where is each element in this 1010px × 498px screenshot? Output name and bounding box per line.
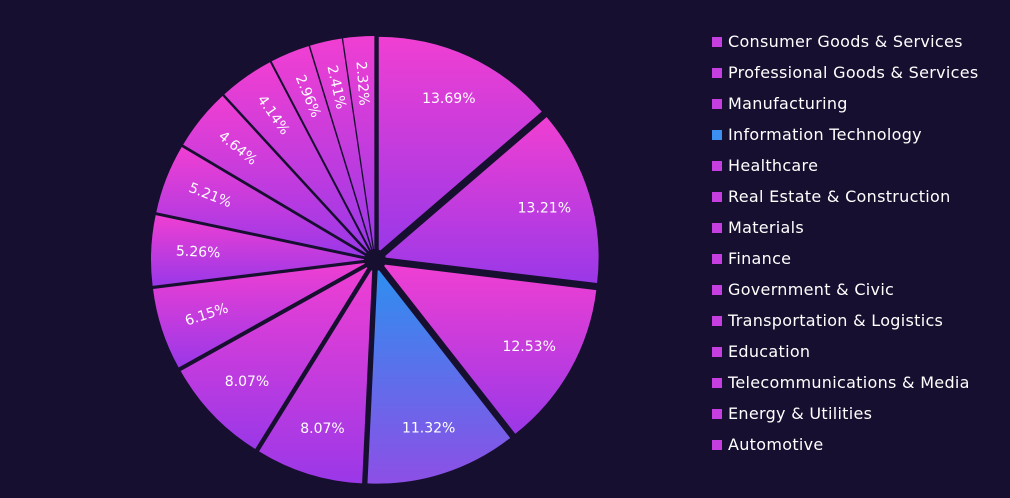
- legend-item-education[interactable]: Education: [712, 336, 979, 367]
- legend-swatch: [712, 439, 722, 450]
- pie-slice-finance[interactable]: [151, 215, 367, 286]
- pie-slice-telecommunications-and-media[interactable]: [271, 46, 372, 252]
- pie-slice-materials[interactable]: [153, 262, 367, 368]
- slice-label-finance: 5.26%: [176, 243, 221, 261]
- legend-item-consumer-goods-and-services[interactable]: Consumer Goods & Services: [712, 26, 979, 57]
- slice-label-real-estate-and-construction: 8.07%: [225, 374, 269, 390]
- legend-item-manufacturing[interactable]: Manufacturing: [712, 88, 979, 119]
- legend-label: Professional Goods & Services: [728, 63, 979, 82]
- legend-item-information-technology[interactable]: Information Technology: [712, 119, 979, 150]
- slice-label-consumer-goods-and-services: 13.69%: [422, 91, 475, 107]
- slice-label-professional-goods-and-services: 13.21%: [518, 200, 571, 216]
- legend-item-transportation-and-logistics[interactable]: Transportation & Logistics: [712, 305, 979, 336]
- pie-slice-consumer-goods-and-services[interactable]: [378, 36, 542, 252]
- pie-slice-automotive[interactable]: [343, 36, 375, 252]
- legend-item-professional-goods-and-services[interactable]: Professional Goods & Services: [712, 57, 979, 88]
- legend-swatch: [712, 346, 722, 357]
- pie-slice-energy-and-utilities[interactable]: [310, 38, 374, 252]
- legend-swatch: [712, 98, 722, 109]
- legend-swatch: [712, 253, 722, 264]
- legend-swatch: [712, 191, 722, 202]
- legend-label: Education: [728, 342, 811, 361]
- slice-label-healthcare: 8.07%: [300, 421, 344, 437]
- slice-label-manufacturing: 12.53%: [502, 339, 555, 355]
- legend-swatch: [712, 377, 722, 388]
- legend-label: Manufacturing: [728, 94, 848, 113]
- legend-label: Materials: [728, 218, 805, 237]
- legend-label: Finance: [728, 249, 792, 268]
- pie-slice-transportation-and-logistics[interactable]: [183, 96, 369, 255]
- legend-label: Consumer Goods & Services: [728, 32, 963, 51]
- legend-label: Energy & Utilities: [728, 404, 873, 423]
- legend-label: Transportation & Logistics: [728, 311, 944, 330]
- legend-item-real-estate-and-construction[interactable]: Real Estate & Construction: [712, 181, 979, 212]
- pie-slice-healthcare[interactable]: [259, 268, 373, 484]
- legend-swatch: [712, 222, 722, 233]
- legend-swatch: [712, 129, 722, 140]
- legend-label: Information Technology: [728, 125, 922, 144]
- pie-slice-education[interactable]: [224, 62, 370, 253]
- pie-slice-manufacturing[interactable]: [382, 264, 597, 434]
- legend-label: Automotive: [728, 435, 824, 454]
- legend-swatch: [712, 408, 722, 419]
- pie-center-hub: [364, 249, 386, 271]
- legend-label: Government & Civic: [728, 280, 895, 299]
- legend-item-finance[interactable]: Finance: [712, 243, 979, 274]
- slice-label-information-technology: 11.32%: [402, 421, 455, 437]
- legend-item-automotive[interactable]: Automotive: [712, 429, 979, 460]
- pie-slice-real-estate-and-construction[interactable]: [180, 266, 369, 449]
- pie-slice-information-technology[interactable]: [367, 268, 511, 484]
- pie-slice-professional-goods-and-services[interactable]: [383, 117, 599, 284]
- legend-label: Healthcare: [728, 156, 819, 175]
- legend-swatch: [712, 315, 722, 326]
- pie-slice-government-and-civic[interactable]: [156, 146, 367, 257]
- legend-item-materials[interactable]: Materials: [712, 212, 979, 243]
- legend-item-healthcare[interactable]: Healthcare: [712, 150, 979, 181]
- slice-label-automotive: 2.32%: [353, 61, 372, 107]
- legend-swatch: [712, 284, 722, 295]
- pie-slices: [151, 36, 599, 484]
- legend: Consumer Goods & Services Professional Go…: [712, 26, 979, 460]
- legend-item-telecommunications-and-media[interactable]: Telecommunications & Media: [712, 367, 979, 398]
- legend-swatch: [712, 160, 722, 171]
- legend-item-government-and-civic[interactable]: Government & Civic: [712, 274, 979, 305]
- legend-label: Telecommunications & Media: [728, 373, 970, 392]
- legend-label: Real Estate & Construction: [728, 187, 951, 206]
- legend-swatch: [712, 36, 722, 47]
- legend-item-energy-and-utilities[interactable]: Energy & Utilities: [712, 398, 979, 429]
- legend-swatch: [712, 67, 722, 78]
